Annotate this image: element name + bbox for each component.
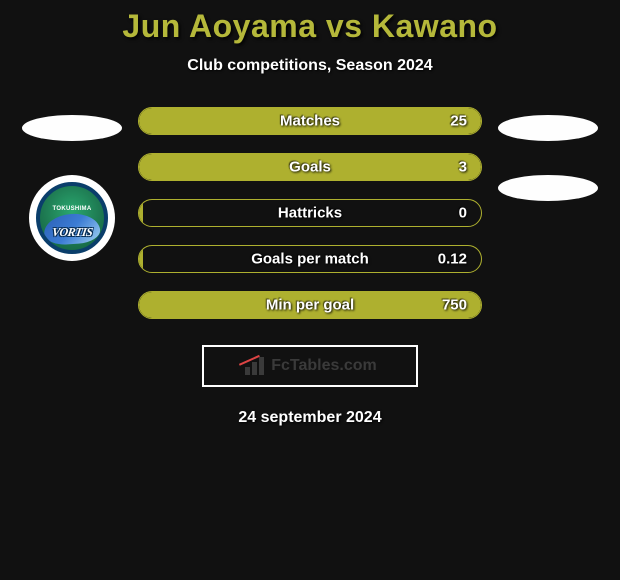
stat-label: Hattricks (278, 205, 342, 222)
stat-value: 3 (459, 159, 467, 176)
page-subtitle: Club competitions, Season 2024 (0, 57, 620, 75)
stat-label: Matches (280, 113, 340, 130)
page-title: Jun Aoyama vs Kawano (0, 8, 620, 45)
player-placeholder-right-2 (498, 175, 598, 201)
brand-chart-icon (243, 357, 265, 375)
brand-text: FcTables.com (271, 357, 377, 375)
badge-main-text: VORTIS (51, 225, 93, 240)
stat-fill (139, 200, 143, 226)
badge-top-text: TOKUSHIMA (53, 206, 92, 212)
footer-date: 24 september 2024 (0, 409, 620, 427)
stat-bar-hattricks: Hattricks 0 (138, 199, 482, 227)
main-container: Jun Aoyama vs Kawano Club competitions, … (0, 0, 620, 427)
team-badge-inner: TOKUSHIMA VORTIS (36, 182, 108, 254)
player-placeholder-right-1 (498, 115, 598, 141)
stat-bar-goals-per-match: Goals per match 0.12 (138, 245, 482, 273)
stat-value: 0.12 (438, 251, 467, 268)
stat-bar-min-per-goal: Min per goal 750 (138, 291, 482, 319)
content-row: TOKUSHIMA VORTIS Matches 25 Goals 3 Hatt… (0, 107, 620, 319)
stat-label: Goals per match (251, 251, 369, 268)
stat-value: 750 (442, 297, 467, 314)
stat-value: 0 (459, 205, 467, 222)
stat-label: Min per goal (266, 297, 354, 314)
stat-fill (139, 246, 143, 272)
stat-value: 25 (450, 113, 467, 130)
right-column (494, 107, 602, 201)
left-column: TOKUSHIMA VORTIS (18, 107, 126, 261)
player-placeholder-left (22, 115, 122, 141)
team-badge: TOKUSHIMA VORTIS (29, 175, 115, 261)
stat-bar-matches: Matches 25 (138, 107, 482, 135)
brand-box[interactable]: FcTables.com (202, 345, 418, 387)
stat-label: Goals (289, 159, 331, 176)
stats-column: Matches 25 Goals 3 Hattricks 0 Goals per… (138, 107, 482, 319)
stat-bar-goals: Goals 3 (138, 153, 482, 181)
